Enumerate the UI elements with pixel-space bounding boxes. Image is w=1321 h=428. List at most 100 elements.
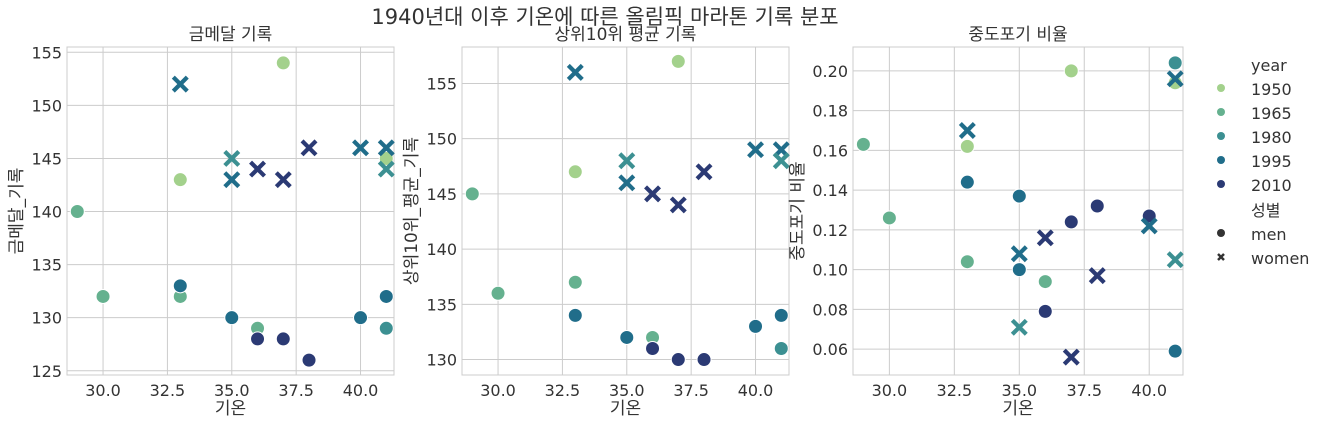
- data-point-women: [1088, 267, 1106, 285]
- y-tick-label: 155: [426, 74, 457, 93]
- x-tick-label: 40.0: [1131, 381, 1167, 400]
- data-point-men: [567, 307, 583, 323]
- y-tick-label: 150: [31, 96, 62, 115]
- y-axis-label: 금메달_기록: [7, 168, 27, 255]
- data-point-men: [1011, 188, 1027, 204]
- data-point-women: [223, 149, 241, 167]
- plot-frame: [461, 46, 790, 376]
- data-point-men: [645, 340, 661, 356]
- legend-title-year: year: [1251, 56, 1287, 75]
- x-tick-label: 40.0: [343, 381, 379, 400]
- legend: year 1950 1965 1980 1995 2010 성별 men women: [1217, 56, 1309, 268]
- data-point-men: [378, 288, 394, 304]
- data-point-men: [748, 318, 764, 334]
- legend-marker: [1217, 253, 1225, 261]
- data-point-men: [1037, 274, 1053, 290]
- legend-item-label: women: [1251, 249, 1309, 268]
- x-tick-label: 32.5: [545, 381, 581, 400]
- data-point-women: [566, 63, 584, 81]
- data-point-men: [1063, 214, 1079, 230]
- y-tick-label: 155: [31, 43, 62, 62]
- x-axis-label: 기온: [215, 399, 246, 419]
- legend-marker: [1217, 156, 1225, 164]
- x-tick-label: 35.0: [1001, 381, 1037, 400]
- x-tick-label: 37.5: [673, 381, 709, 400]
- data-point-men: [670, 352, 686, 368]
- data-point-men: [172, 278, 188, 294]
- legend-item-label: 1950: [1251, 80, 1292, 99]
- data-point-women: [772, 152, 790, 170]
- data-point-women: [618, 152, 636, 170]
- chart-panel-1: 30.0 32.5 35.0 37.5 40.0 125 130 135 140 145 150 15…: [7, 25, 395, 419]
- data-point-men: [855, 136, 871, 152]
- data-point-men: [275, 55, 291, 71]
- data-point-women: [300, 139, 318, 157]
- y-tick-label: 0.20: [812, 62, 848, 81]
- legend-marker: [1217, 108, 1225, 116]
- y-tick-label: 145: [31, 149, 62, 168]
- legend-marker: [1217, 132, 1225, 140]
- y-tick-label: 0.08: [812, 300, 848, 319]
- legend-item-label: men: [1251, 225, 1287, 244]
- data-point-women: [1062, 348, 1080, 366]
- data-point-women: [747, 141, 764, 159]
- data-point-women: [772, 141, 790, 159]
- y-tick-label: 0.12: [812, 221, 848, 240]
- data-point-women: [352, 139, 369, 157]
- y-tick-label: 140: [426, 240, 457, 259]
- y-axis-label: 상위10위_평균_기록: [402, 137, 422, 285]
- x-tick-label: 32.5: [150, 381, 186, 400]
- y-tick-label: 130: [31, 309, 62, 328]
- x-tick-label: 35.0: [609, 381, 645, 400]
- legend-item-label: 1980: [1251, 128, 1292, 147]
- data-point-men: [959, 254, 975, 270]
- x-tick-label: 32.5: [937, 381, 973, 400]
- data-point-men: [490, 285, 506, 301]
- data-point-men: [1167, 343, 1183, 359]
- x-tick-label: 37.5: [1066, 381, 1102, 400]
- data-point-men: [1167, 75, 1183, 91]
- legend-marker: [1217, 180, 1225, 188]
- data-point-women: [1166, 70, 1184, 88]
- data-point-women: [1140, 217, 1158, 235]
- y-tick-label: 0.06: [812, 340, 848, 359]
- y-tick-label: 0.18: [812, 102, 848, 121]
- y-tick-label: 150: [426, 130, 457, 149]
- x-tick-label: 30.0: [85, 381, 121, 400]
- y-tick-label: 140: [31, 203, 62, 222]
- x-tick-label: 30.0: [480, 381, 516, 400]
- data-point-men: [567, 164, 583, 180]
- data-point-women: [1010, 318, 1028, 336]
- data-point-men: [1063, 63, 1079, 79]
- data-point-men: [696, 352, 712, 368]
- data-point-men: [1089, 198, 1105, 214]
- y-tick-label: 0.16: [812, 141, 848, 160]
- x-tick-label: 40.0: [738, 381, 774, 400]
- data-point-men: [95, 288, 111, 304]
- y-tick-label: 135: [426, 295, 457, 314]
- data-point-women: [249, 160, 267, 178]
- legend-item-label: 1965: [1251, 104, 1292, 123]
- data-point-men: [1011, 262, 1027, 278]
- data-point-men: [881, 210, 897, 226]
- data-point-women: [1010, 245, 1028, 263]
- figure-title: 1940년대 이후 기온에 따른 올림픽 마라톤 기록 분포: [371, 5, 838, 29]
- y-tick-label: 145: [426, 185, 457, 204]
- data-point-women: [223, 171, 241, 189]
- y-tick-label: 130: [426, 351, 457, 370]
- data-point-men: [353, 310, 369, 326]
- legend-item-label: 1995: [1251, 152, 1292, 171]
- x-tick-label: 30.0: [872, 381, 908, 400]
- data-point-women: [695, 163, 713, 181]
- data-point-women: [377, 139, 395, 157]
- chart-panel-2: 30.0 32.5 35.0 37.5 40.0 130 135 140 145 150 155 상위…: [402, 25, 790, 419]
- data-point-women: [1036, 229, 1054, 247]
- chart-title: 금메달 기록: [189, 25, 273, 45]
- y-tick-label: 0.10: [812, 261, 848, 280]
- data-point-men: [378, 320, 394, 336]
- chart-title: 상위10위 평균 기록: [555, 25, 697, 45]
- data-point-men: [959, 174, 975, 190]
- chart-panel-3: 30.0 32.5 35.0 37.5 40.0 0.06 0.08 0.10 0.12 0.14…: [788, 25, 1184, 419]
- data-point-men: [567, 274, 583, 290]
- data-point-men: [250, 331, 266, 347]
